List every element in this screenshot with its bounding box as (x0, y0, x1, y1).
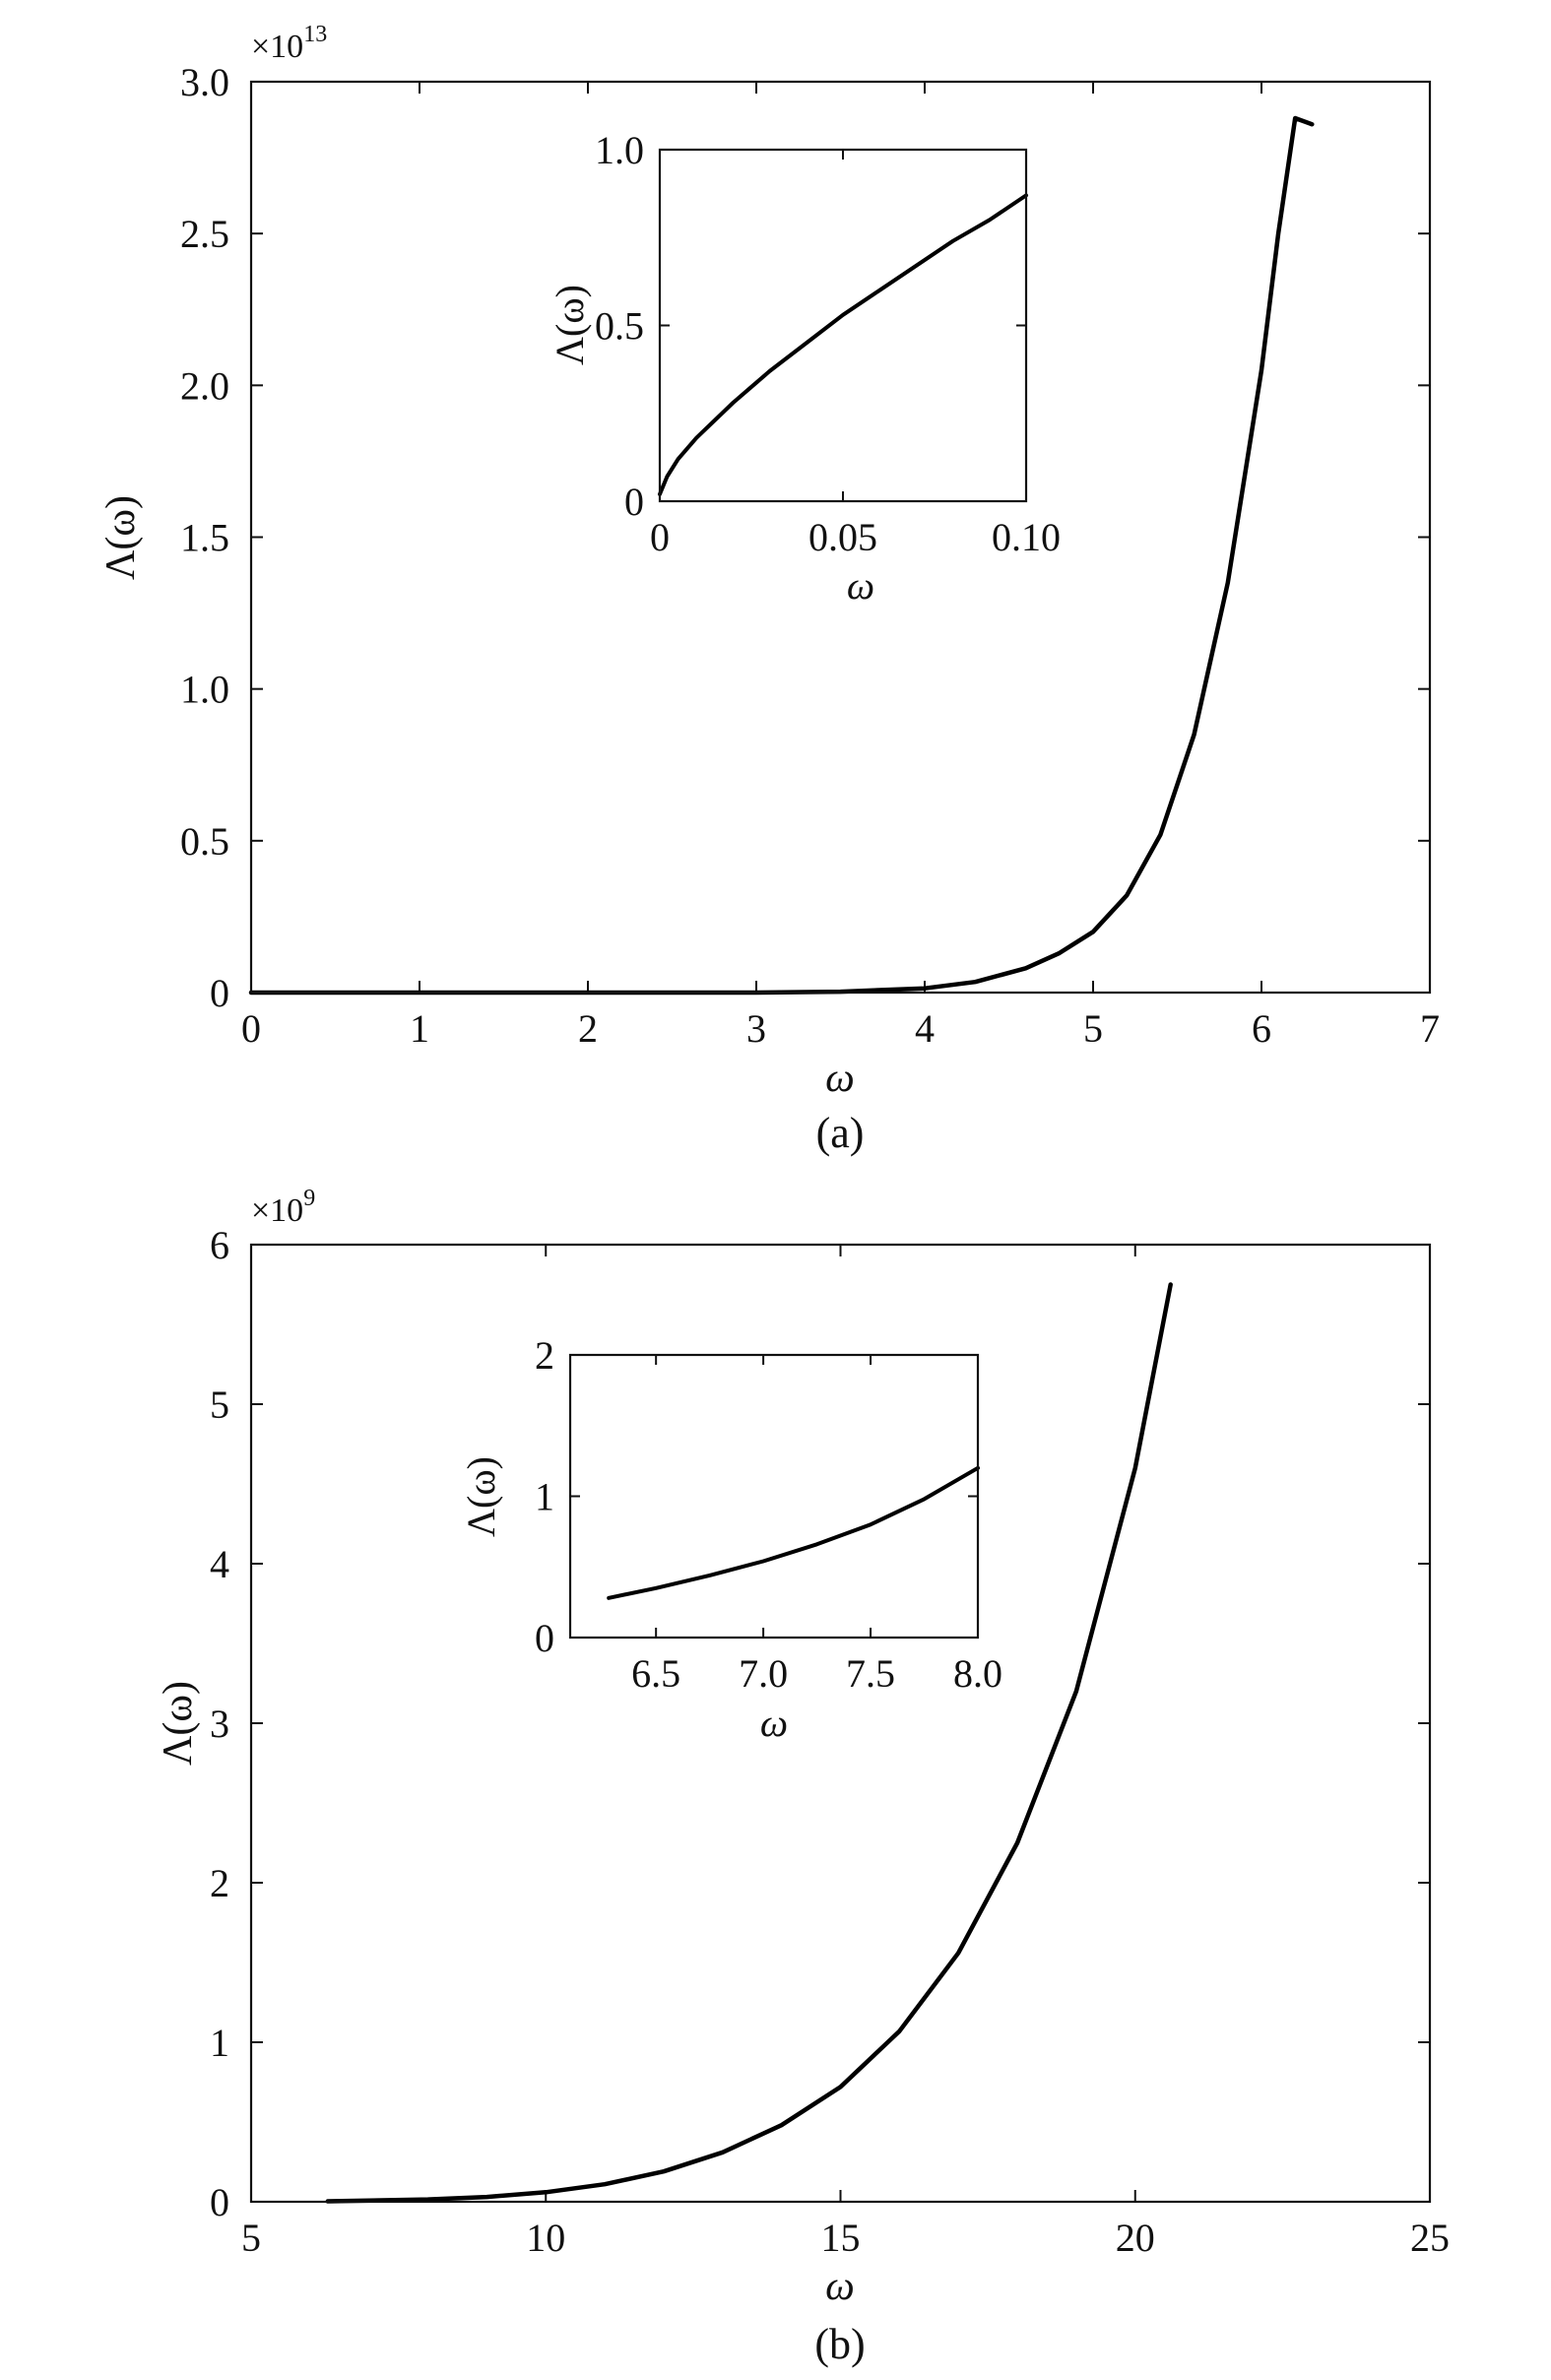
panel-a-x-tick-label: 7 (1420, 1006, 1440, 1051)
panel-a-y-axis-label: Λ(ω) (98, 495, 144, 580)
panel-a-y-tick-label: 2.0 (180, 363, 229, 408)
panel-b-x-tick-label: 10 (526, 2216, 565, 2260)
panel-a-y-tick-label: 0.5 (180, 819, 229, 864)
panel-b-y-tick-label: 2 (210, 1861, 229, 1905)
panel-a-inset-x-tick-label: 0.05 (808, 515, 877, 559)
panel-b-y-tick-label: 3 (210, 1702, 229, 1746)
panel-a-inset-series (658, 193, 1028, 496)
panel-b-inset-x-tick-label: 6.5 (631, 1651, 680, 1696)
panel-b-y-tick-label: 4 (210, 1542, 229, 1586)
panel-a-y-multiplier: ×1013 (251, 22, 327, 65)
panel-a-inset-y-axis-label: Λ(ω) (548, 285, 592, 365)
panel-a-x-tick-label: 3 (746, 1006, 766, 1051)
panel-a-inset-y-tick-label: 1.0 (595, 128, 644, 172)
panel-b-inset: 6.5 7.0 7.5 8.0 0 1 2 Λ(ω) ω (459, 1333, 1002, 1745)
panel-b-inset-curve (607, 1465, 980, 1600)
panel-b-y-axis-label: Λ(ω) (156, 1681, 201, 1766)
panel-a-y-tick-label: 3.0 (180, 60, 229, 104)
panel-b-inset-x-ticks: 6.5 7.0 7.5 8.0 (631, 1355, 1002, 1696)
panel-b-y-tick-label: 5 (210, 1383, 229, 1427)
panel-a-inset-x-axis-label: ω (847, 563, 874, 608)
panel-a-x-tick-label: 0 (241, 1006, 261, 1051)
panel-b-inset-series (607, 1465, 980, 1600)
panel-b-series (325, 1282, 1173, 2204)
panel-a-x-tick-label: 4 (915, 1006, 935, 1051)
panel-b-caption: (b) (814, 2320, 865, 2368)
panel-b-inset-y-tick-label: 2 (535, 1333, 554, 1378)
panel-b-inset-x-axis-label: ω (760, 1701, 788, 1745)
panel-b-inset-frame (568, 1353, 980, 1640)
panel-a-x-ticks: 0 1 2 3 4 5 6 7 (241, 82, 1440, 1051)
panel-a-inset-y-ticks: 0 0.5 1.0 (595, 128, 1026, 524)
panel-a-x-axis-label: ω (825, 1056, 855, 1101)
panel-a-inset-frame (658, 148, 1028, 503)
panel-b-curve (325, 1282, 1173, 2204)
panel-b-y-tick-label: 1 (210, 2021, 229, 2065)
panel-b-inset-x-tick-label: 7.0 (739, 1651, 788, 1696)
panel-a-y-tick-label: 1.5 (180, 516, 229, 560)
panel-b-inset-x-tick-label: 7.5 (846, 1651, 895, 1696)
panel-b-inset-y-tick-label: 1 (535, 1475, 554, 1519)
panel-a-x-tick-label: 6 (1252, 1006, 1271, 1051)
panel-a-inset-y-tick-label: 0.5 (595, 304, 644, 349)
panel-b-inset-x-tick-label: 8.0 (953, 1651, 1002, 1696)
panel-b-x-tick-label: 20 (1116, 2216, 1155, 2260)
panel-a-y-tick-label: 1.0 (180, 668, 229, 712)
panel-a-caption: (a) (816, 1109, 865, 1157)
panel-b-x-axis-label: ω (825, 2264, 855, 2309)
panel-a-inset-x-tick-label: 0 (650, 515, 670, 559)
panel-b-y-tick-label: 0 (210, 2180, 229, 2224)
panel-a-x-tick-label: 5 (1083, 1006, 1103, 1051)
panel-b-plot-frame (249, 1243, 1432, 2204)
panel-a-inset-curve (658, 193, 1028, 496)
panel-b-x-tick-label: 25 (1410, 2216, 1450, 2260)
panel-a-inset-x-tick-label: 0.10 (992, 515, 1061, 559)
panel-b-x-ticks: 5 10 15 20 25 (241, 1245, 1450, 2260)
panel-a-x-tick-label: 2 (578, 1006, 598, 1051)
panel-b-inset-y-tick-label: 0 (535, 1616, 554, 1660)
panel-b-inset-y-axis-label: Λ(ω) (459, 1456, 503, 1537)
panel-b-y-tick-label: 6 (210, 1223, 229, 1267)
panel-a-x-tick-label: 1 (410, 1006, 429, 1051)
panel-a-y-tick-label: 0 (210, 971, 229, 1015)
panel-b-x-tick-label: 5 (241, 2216, 261, 2260)
panel-a-plot-frame (249, 80, 1432, 995)
panel-a-y-tick-label: 2.5 (180, 212, 229, 256)
panel-a-y-ticks: 0 0.5 1.0 1.5 2.0 2.5 3.0 (180, 60, 1430, 1015)
panel-b-x-tick-label: 15 (821, 2216, 861, 2260)
panel-a-inset: 0 0.05 0.10 0 0.5 1.0 Λ(ω) ω (548, 128, 1061, 608)
panel-a-inset-background (660, 150, 1026, 501)
panel-b-y-multiplier: ×109 (251, 1186, 315, 1229)
panel-a-inset-y-tick-label: 0 (624, 480, 644, 524)
